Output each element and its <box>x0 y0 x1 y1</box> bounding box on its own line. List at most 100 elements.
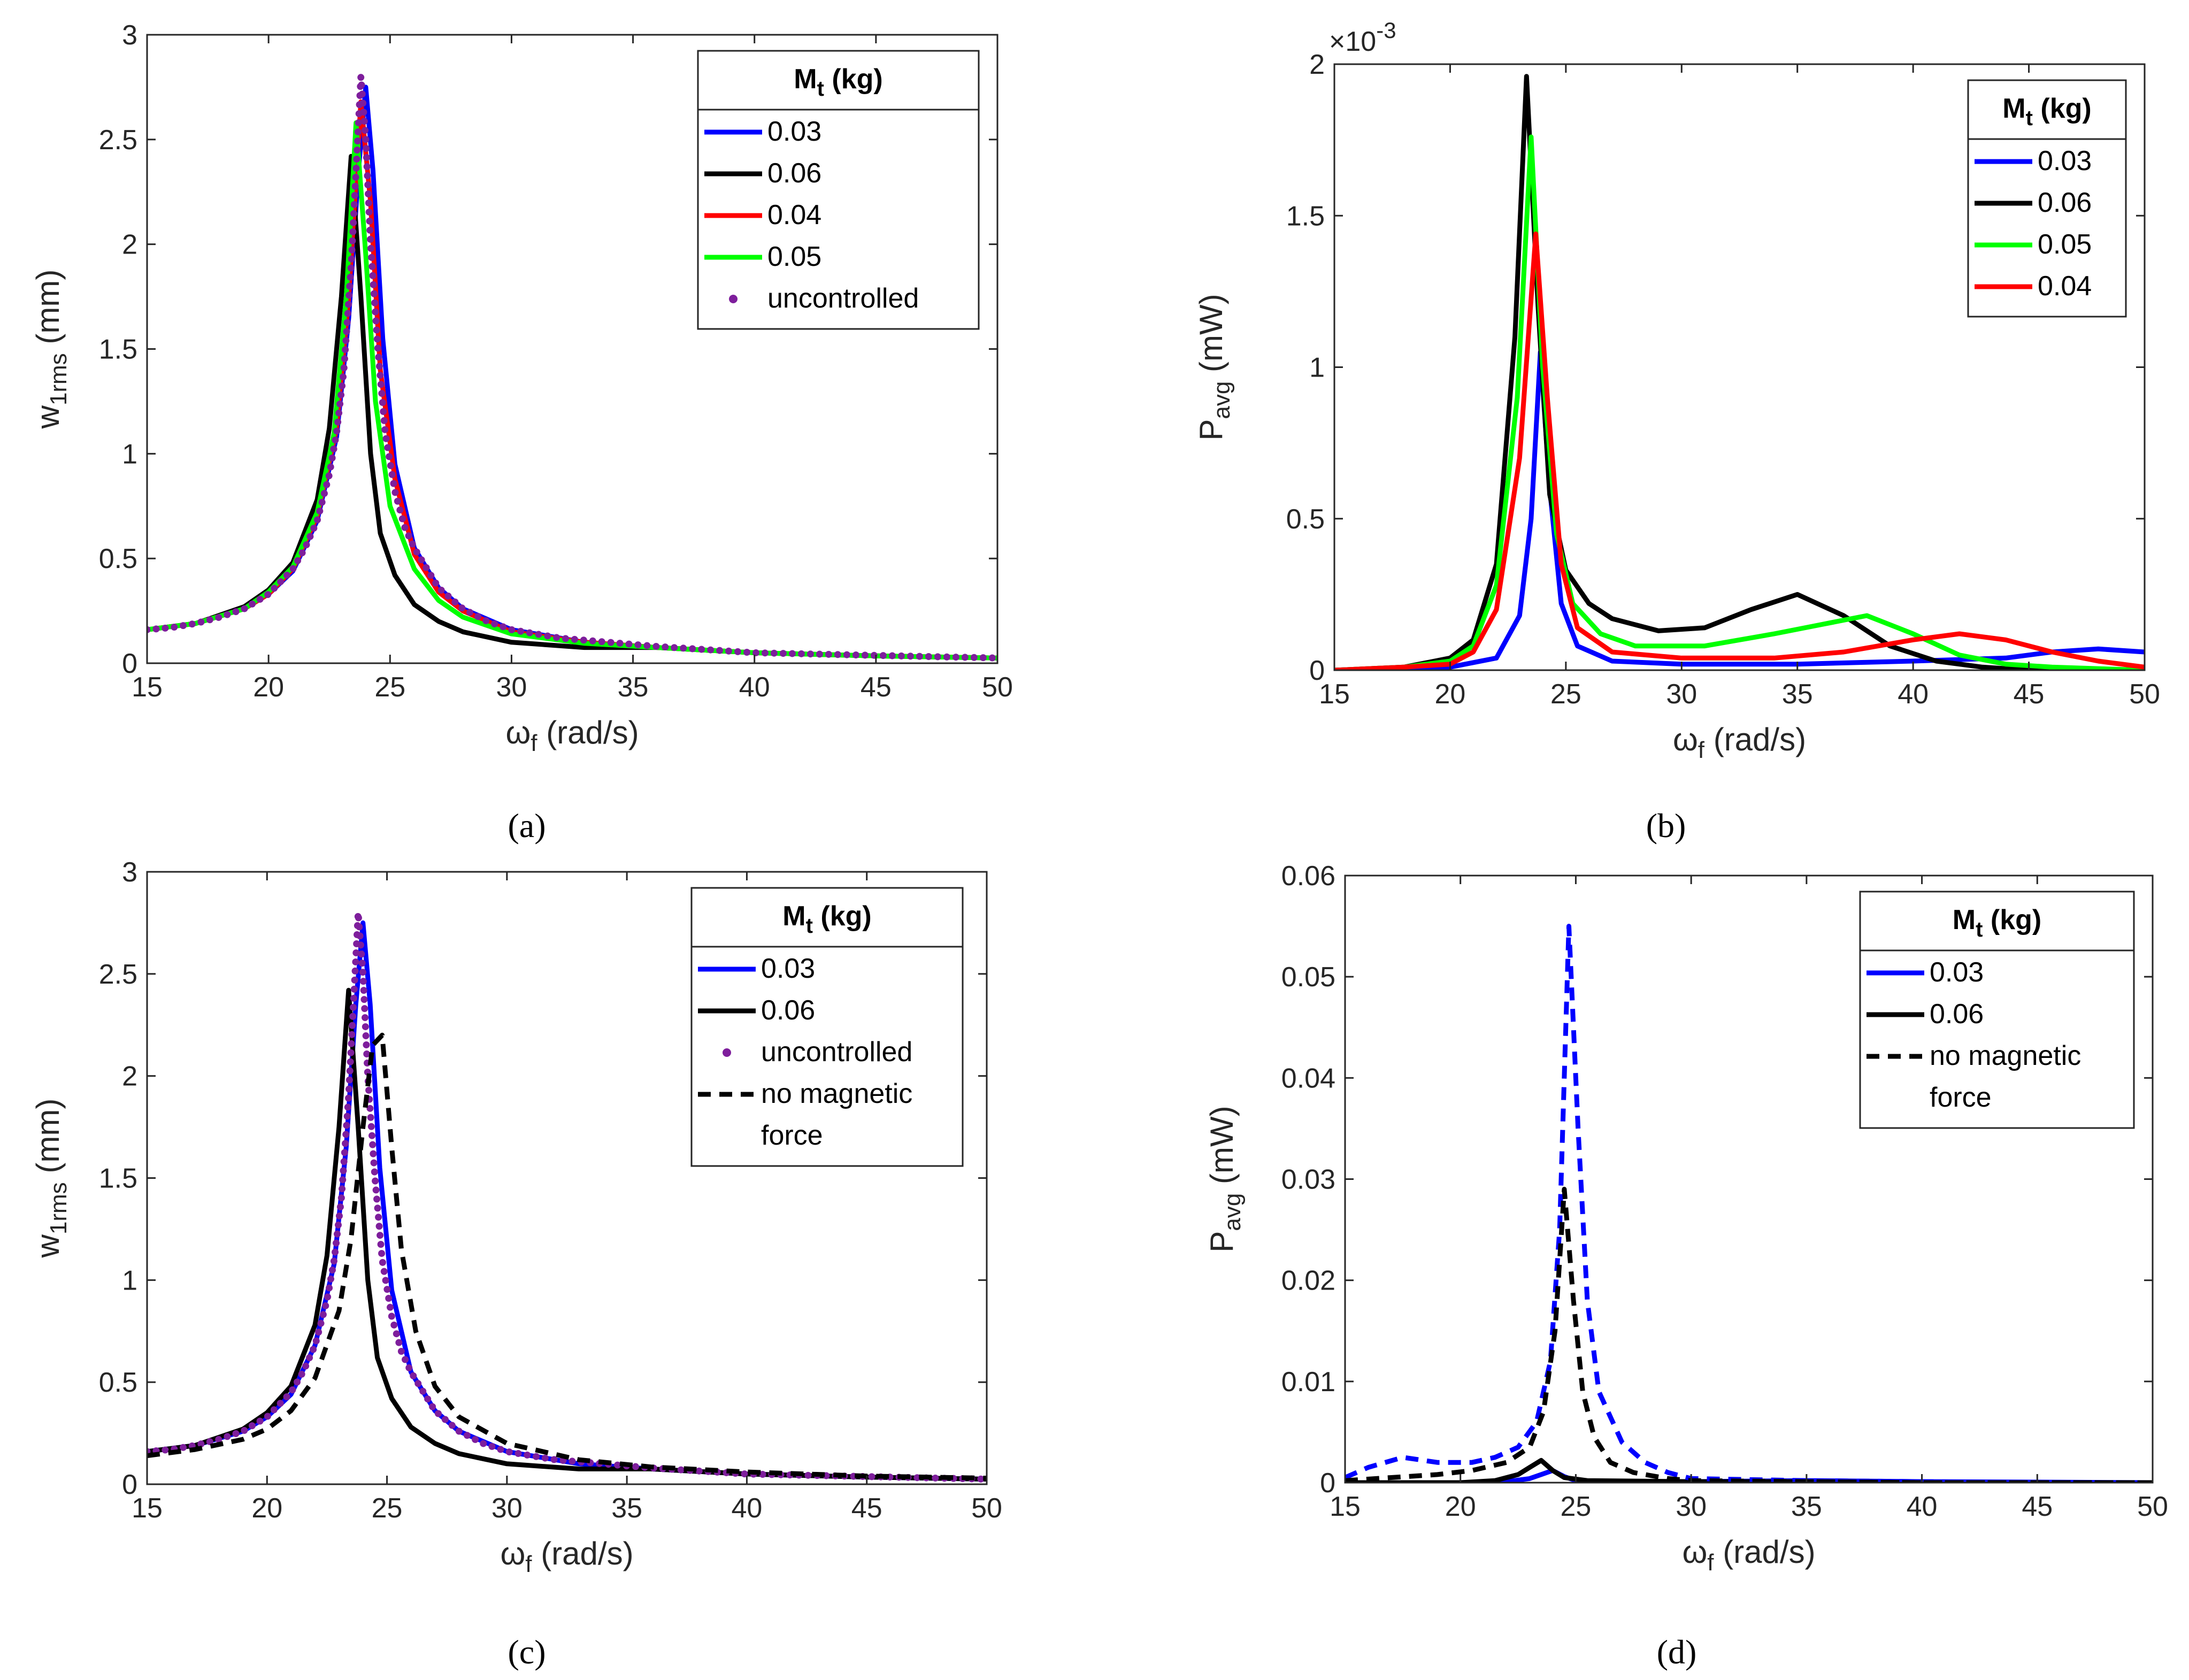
x-tick-label-c-0: 15 <box>132 1493 163 1524</box>
y-tick-label-c-5: 2.5 <box>99 959 137 990</box>
y-axis-label-b-main: P <box>1193 419 1229 441</box>
legend-label-c-2-0: uncontrolled <box>761 1037 912 1068</box>
series-line-c-1 <box>147 987 987 1482</box>
legend-title-main: M <box>794 64 817 95</box>
legend-marker-a-4 <box>729 295 738 303</box>
x-tick-label-c-6: 45 <box>851 1493 882 1524</box>
legend-b: Mt (kg) 0.03 0.06 0.05 0.04 <box>1967 79 2127 318</box>
legend-label-a-1-0: 0.06 <box>767 158 821 189</box>
x-tick-label-b-1: 20 <box>1435 679 1466 710</box>
x-tick-label-a-5: 40 <box>739 672 770 703</box>
legend-title-sub: t <box>1976 918 1983 941</box>
x-tick-label-a-3: 30 <box>496 672 527 703</box>
y-tick-label-d-3: 0.03 <box>1281 1164 1335 1195</box>
legend-title-d: Mt (kg) <box>1953 904 2041 941</box>
y-tick-label-a-6: 3 <box>122 20 137 51</box>
x-tick-label-d-3: 30 <box>1676 1491 1707 1522</box>
x-axis-label-a: ωf (rad/s) <box>505 715 639 756</box>
series-line-d-2 <box>1345 924 2153 1483</box>
y-tick-label-d-2: 0.02 <box>1281 1265 1335 1297</box>
x-tick-label-a-4: 35 <box>618 672 649 703</box>
y-tick-label-d-5: 0.05 <box>1281 962 1335 993</box>
y-tick-label-c-3: 1.5 <box>99 1163 137 1194</box>
y-axis-label-a-sub: 1rms <box>45 353 72 405</box>
x-tick-label-d-2: 25 <box>1561 1491 1592 1522</box>
series-line-b-0 <box>1334 349 2145 670</box>
legend-title-main: M <box>1953 904 1976 935</box>
y-axis-label-c: w1rms (mm) <box>30 1099 72 1259</box>
y-exponent-power: -3 <box>1376 18 1396 43</box>
y-exponent-b: ×10-3 <box>1329 18 1396 57</box>
y-tick-label-a-2: 1 <box>122 439 137 470</box>
x-tick-label-b-6: 45 <box>2014 679 2045 710</box>
legend-d: Mt (kg) 0.03 0.06 no magnetic force <box>1859 891 2135 1129</box>
y-axis-label-b: Pavg (mW) <box>1193 294 1235 440</box>
panel-b: 15 20 25 30 35 40 45 50 0 0.5 1 1.5 2×10-3 ωf (rad/s)… <box>1193 18 2160 763</box>
x-tick-label-c-3: 30 <box>491 1493 523 1524</box>
caption-a: (a) <box>508 807 546 845</box>
legend-marker-c-2 <box>723 1048 731 1057</box>
x-tick-label-b-5: 40 <box>1898 679 1929 710</box>
y-tick-label-c-2: 1 <box>122 1265 137 1296</box>
x-tick-label-c-5: 40 <box>732 1493 763 1524</box>
series-group-b <box>1334 74 2145 670</box>
caption-c: (c) <box>508 1633 546 1671</box>
x-tick-label-d-1: 20 <box>1445 1491 1476 1522</box>
x-axis-label-a-unit: (rad/s) <box>537 715 639 750</box>
legend-title-main: M <box>782 901 805 932</box>
legend-title-rest: (kg) <box>824 64 883 95</box>
x-tick-label-b-0: 15 <box>1319 679 1350 710</box>
legend-title-c: Mt (kg) <box>782 901 871 938</box>
legend-title-sub: t <box>2026 106 2033 130</box>
panel-d: 15 20 25 30 35 40 45 50 0 0.01 0.02 0.03 0.04 0.05 0.0… <box>1204 861 2168 1576</box>
y-tick-label-d-4: 0.04 <box>1281 1063 1335 1094</box>
y-tick-label-a-3: 1.5 <box>99 334 137 365</box>
caption-b: (b) <box>1646 807 1686 845</box>
legend-box-a <box>697 50 980 330</box>
x-tick-label-c-1: 20 <box>251 1493 282 1524</box>
legend-box-b <box>1967 79 2127 318</box>
y-tick-label-b-0: 0 <box>1309 655 1325 686</box>
y-tick-label-b-2: 1 <box>1309 352 1325 383</box>
x-tick-label-d-0: 15 <box>1330 1491 1361 1522</box>
x-tick-label-c-7: 50 <box>971 1493 1002 1524</box>
legend-label-d-2-0: no magnetic <box>1930 1040 2081 1071</box>
y-tick-label-b-1: 0.5 <box>1286 504 1325 535</box>
y-tick-label-d-6: 0.06 <box>1281 861 1335 892</box>
y-tick-label-d-0: 0 <box>1320 1468 1335 1499</box>
y-tick-label-b-4: 2 <box>1309 49 1325 80</box>
x-tick-label-d-6: 45 <box>2022 1491 2053 1522</box>
series-line-a-3 <box>147 120 997 661</box>
y-axis-label-d: Pavg (mW) <box>1204 1106 1246 1252</box>
legend-box-c <box>690 887 964 1167</box>
series-line-c-3 <box>147 1032 987 1481</box>
y-tick-label-c-0: 0 <box>122 1469 137 1500</box>
y-axis-label-b-unit: (mW) <box>1193 294 1229 381</box>
legend-label-b-0-0: 0.03 <box>2038 145 2092 177</box>
x-axis-label-a-sub: f <box>531 730 537 756</box>
series-line-b-2 <box>1334 134 2145 670</box>
legend-c: Mt (kg) 0.03 0.06 uncontrolled no magnetic fo… <box>690 887 964 1167</box>
y-axis-label-a-unit: (mm) <box>30 270 66 354</box>
series-group-a <box>147 76 997 662</box>
x-tick-label-c-4: 35 <box>611 1493 642 1524</box>
y-axis-label-a-main: w <box>30 405 66 429</box>
y-axis-label-c-unit: (mm) <box>30 1099 66 1183</box>
legend-label-a-2-0: 0.04 <box>767 200 821 231</box>
x-axis-label-b: ωf (rad/s) <box>1673 722 1806 763</box>
x-tick-label-a-7: 50 <box>982 672 1013 703</box>
y-tick-label-d-1: 0.01 <box>1281 1367 1335 1398</box>
y-axis-label-d-main: P <box>1204 1231 1240 1253</box>
y-tick-label-a-4: 2 <box>122 229 137 260</box>
legend-title-sub: t <box>806 914 813 938</box>
y-tick-label-c-1: 0.5 <box>99 1367 137 1398</box>
y-tick-label-a-5: 2.5 <box>99 125 137 156</box>
legend-label-c-3-0: no magnetic <box>761 1078 912 1109</box>
legend-label-b-3-0: 0.04 <box>2038 271 2092 302</box>
x-tick-label-b-4: 35 <box>1782 679 1813 710</box>
x-tick-label-b-7: 50 <box>2129 679 2160 710</box>
series-line-b-1 <box>1334 74 2145 670</box>
x-tick-label-a-2: 25 <box>374 672 405 703</box>
legend-title-b: Mt (kg) <box>2002 93 2091 130</box>
x-axis-label-b-sub: f <box>1698 737 1705 763</box>
